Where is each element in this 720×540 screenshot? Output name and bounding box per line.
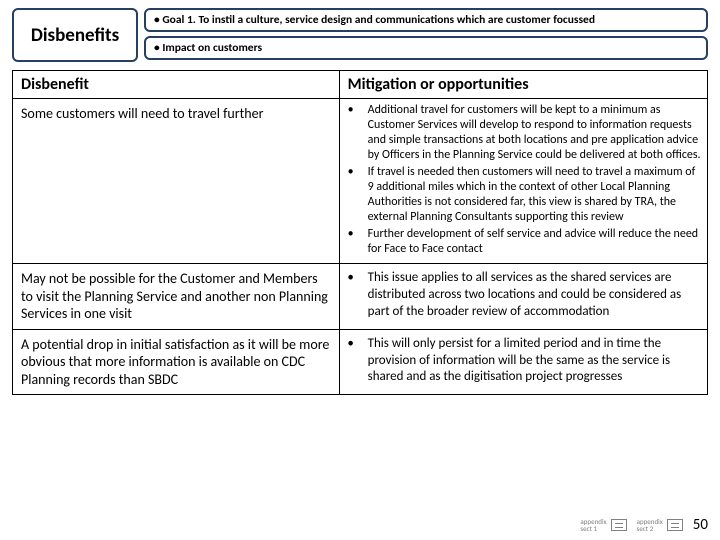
appendix-label: appendix sect 1 [580, 518, 606, 532]
slide-title: Disbenefits [12, 8, 138, 62]
disbenefit-cell: A potential drop in initial satisfaction… [13, 329, 340, 395]
goal-box: • Goal 1. To instil a culture, service d… [144, 8, 708, 32]
bullet-text: Further development of self service and … [368, 227, 701, 257]
bullet-text: This will only persist for a limited per… [368, 336, 701, 387]
disbenefit-cell: Some customers will need to travel furth… [13, 99, 340, 264]
header-row: Disbenefits • Goal 1. To instil a cultur… [12, 8, 708, 62]
mitigation-cell: • This issue applies to all services as … [339, 264, 707, 330]
document-icon [667, 519, 683, 531]
table-row: A potential drop in initial satisfaction… [13, 329, 708, 395]
disbenefits-table: Disbenefit Mitigation or opportunities S… [12, 70, 708, 395]
bullet-text: This issue applies to all services as th… [368, 270, 701, 321]
bullet-text: If travel is needed then customers will … [368, 165, 701, 225]
table-row: May not be possible for the Customer and… [13, 264, 708, 330]
bullet-marker: • [344, 270, 358, 321]
disbenefit-cell: May not be possible for the Customer and… [13, 264, 340, 330]
col-header-right: Mitigation or opportunities [339, 71, 707, 99]
document-icon [611, 519, 627, 531]
bullet-item: • Further development of self service an… [344, 227, 701, 257]
bullet-marker: • [344, 227, 358, 257]
bullet-marker: • [344, 165, 358, 225]
bullet-item: • This will only persist for a limited p… [344, 336, 701, 387]
bullet-marker: • [344, 336, 358, 387]
info-boxes: • Goal 1. To instil a culture, service d… [144, 8, 708, 62]
slide: Disbenefits • Goal 1. To instil a cultur… [0, 0, 720, 540]
bullet-marker: • [344, 103, 358, 163]
mitigation-cell: • This will only persist for a limited p… [339, 329, 707, 395]
appendix-link-2: appendix sect 2 [637, 518, 683, 532]
bullet-item: • If travel is needed then customers wil… [344, 165, 701, 225]
appendix-label: appendix sect 2 [637, 518, 663, 532]
bullet-item: • Additional travel for customers will b… [344, 103, 701, 163]
bullet-text: Additional travel for customers will be … [368, 103, 701, 163]
table-header-row: Disbenefit Mitigation or opportunities [13, 71, 708, 99]
page-number: 50 [693, 516, 708, 534]
mitigation-cell: • Additional travel for customers will b… [339, 99, 707, 264]
table-row: Some customers will need to travel furth… [13, 99, 708, 264]
bullet-item: • This issue applies to all services as … [344, 270, 701, 321]
appendix-link-1: appendix sect 1 [580, 518, 626, 532]
col-header-left: Disbenefit [13, 71, 340, 99]
footer: appendix sect 1 appendix sect 2 50 [580, 516, 708, 534]
impact-box: • Impact on customers [144, 36, 708, 60]
